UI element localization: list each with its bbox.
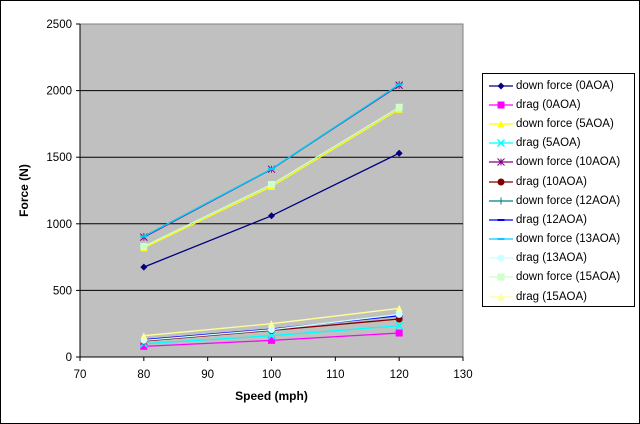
legend-label: drag (12AOA): [516, 213, 587, 226]
marker: [497, 82, 505, 90]
x-tick-label: 120: [390, 369, 409, 381]
marker: [395, 103, 403, 111]
x-tick-label: 100: [262, 369, 281, 381]
legend-key: [489, 293, 513, 301]
series-1: [140, 329, 403, 350]
marker: [496, 139, 506, 148]
marker: [395, 310, 403, 318]
legend: down force (0AOA) drag (0AOA) down force (…: [482, 73, 635, 307]
legend-item: down force (0AOA): [489, 76, 634, 95]
legend-key: [489, 139, 513, 148]
legend-label: drag (15AOA): [516, 290, 587, 303]
plot-area: [79, 23, 464, 358]
legend-label: drag (10AOA): [516, 175, 587, 188]
y-tick-label: 2000: [46, 86, 72, 98]
legend-item: down force (5AOA): [489, 114, 634, 133]
legend-key: [489, 254, 513, 262]
marker: [395, 304, 403, 312]
marker: [395, 329, 403, 337]
legend-label: drag (13AOA): [516, 252, 587, 265]
legend-label: down force (10AOA): [516, 156, 621, 169]
legend-label: down force (0AOA): [516, 79, 614, 92]
y-axis-label: Force (N): [17, 164, 31, 217]
legend-key: [489, 197, 513, 205]
legend-item: drag (12AOA): [489, 210, 634, 229]
marker: [268, 326, 275, 334]
legend-item: down force (10AOA): [489, 153, 634, 172]
marker: [497, 254, 505, 262]
y-tick-label: 0: [66, 352, 72, 364]
legend-label: drag (5AOA): [516, 137, 581, 150]
x-tick-label: 70: [74, 369, 87, 381]
marker: [497, 273, 505, 281]
marker: [268, 320, 275, 328]
legend-key: [489, 273, 513, 281]
y-tick-label: 2500: [46, 19, 72, 31]
marker: [140, 332, 148, 340]
legend-label: down force (12AOA): [516, 194, 621, 207]
marker: [140, 242, 148, 250]
x-tick-label: 110: [326, 369, 344, 381]
series-8: [140, 83, 403, 238]
marker: [140, 342, 148, 350]
series-9: [140, 310, 403, 344]
legend-item: down force (12AOA): [489, 191, 634, 210]
legend-item: down force (13AOA): [489, 230, 634, 249]
legend-item: drag (15AOA): [489, 287, 634, 306]
series-11: [140, 304, 403, 340]
y-tick-label: 500: [53, 285, 72, 297]
marker: [395, 321, 404, 330]
marker: [267, 331, 276, 340]
legend-key: [489, 158, 513, 167]
x-tick-label: 80: [137, 369, 150, 381]
marker: [395, 149, 403, 157]
marker: [268, 212, 275, 220]
x-tick-label: 130: [453, 369, 472, 381]
legend-item: down force (15AOA): [489, 268, 634, 287]
marker: [497, 178, 505, 186]
legend-item: drag (5AOA): [489, 134, 634, 153]
legend-key: [489, 178, 513, 186]
y-tick-label: 1000: [46, 219, 72, 231]
legend-key: [489, 120, 513, 128]
legend-label: down force (15AOA): [516, 271, 621, 284]
legend-key: [489, 238, 513, 241]
legend-label: down force (13AOA): [516, 233, 621, 246]
legend-label: drag (0AOA): [516, 98, 581, 111]
legend-item: drag (10AOA): [489, 172, 634, 191]
legend-item: drag (0AOA): [489, 95, 634, 114]
legend-label: down force (5AOA): [516, 117, 614, 130]
legend-key: [489, 82, 513, 90]
x-tick-label: 90: [201, 369, 214, 381]
marker: [268, 181, 275, 189]
marker: [497, 293, 505, 301]
marker: [268, 336, 275, 344]
x-axis-label: Speed (mph): [235, 389, 308, 403]
marker: [497, 101, 505, 109]
marker: [497, 120, 505, 128]
legend-key: [489, 101, 513, 109]
series-0: [140, 149, 403, 271]
series-10: [140, 103, 403, 250]
legend-item: drag (13AOA): [489, 249, 634, 268]
marker: [140, 263, 148, 271]
y-tick-label: 1500: [46, 152, 72, 164]
legend-key: [489, 218, 513, 221]
